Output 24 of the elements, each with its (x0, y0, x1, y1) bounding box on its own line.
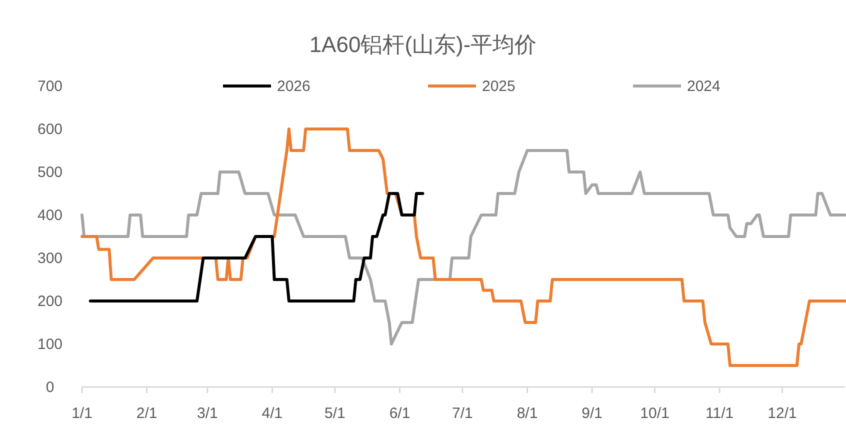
y-tick-label: 600 (37, 121, 63, 138)
x-tick-label: 12/1 (768, 405, 797, 422)
x-tick-label: 4/1 (262, 405, 283, 422)
x-tick-label: 7/1 (452, 405, 473, 422)
y-tick-label: 100 (37, 336, 63, 353)
x-tick-label: 9/1 (582, 405, 602, 422)
y-tick-label: 0 (46, 379, 54, 396)
title: 1A60铝杆(山东)-平均价 (309, 32, 537, 57)
y-tick-label: 700 (37, 78, 63, 95)
legend-label: 2024 (687, 78, 720, 95)
x-tick-label: 1/1 (72, 405, 92, 422)
legend-label: 2026 (277, 78, 310, 95)
x-tick-label: 8/1 (516, 405, 538, 422)
x-tick-label: 3/1 (196, 405, 218, 422)
x-tick-label: 10/1 (640, 405, 670, 422)
y-tick-label: 200 (37, 293, 63, 310)
x-tick-label: 11/1 (706, 405, 734, 422)
x-tick-label: 6/1 (389, 405, 410, 422)
x-tick-label: 2/1 (136, 405, 158, 422)
legend-label: 2025 (482, 78, 516, 95)
y-tick-label: 400 (37, 207, 63, 224)
y-tick-label: 500 (37, 164, 63, 181)
x-tick-label: 5/1 (324, 405, 346, 422)
y-tick-label: 300 (37, 250, 63, 267)
